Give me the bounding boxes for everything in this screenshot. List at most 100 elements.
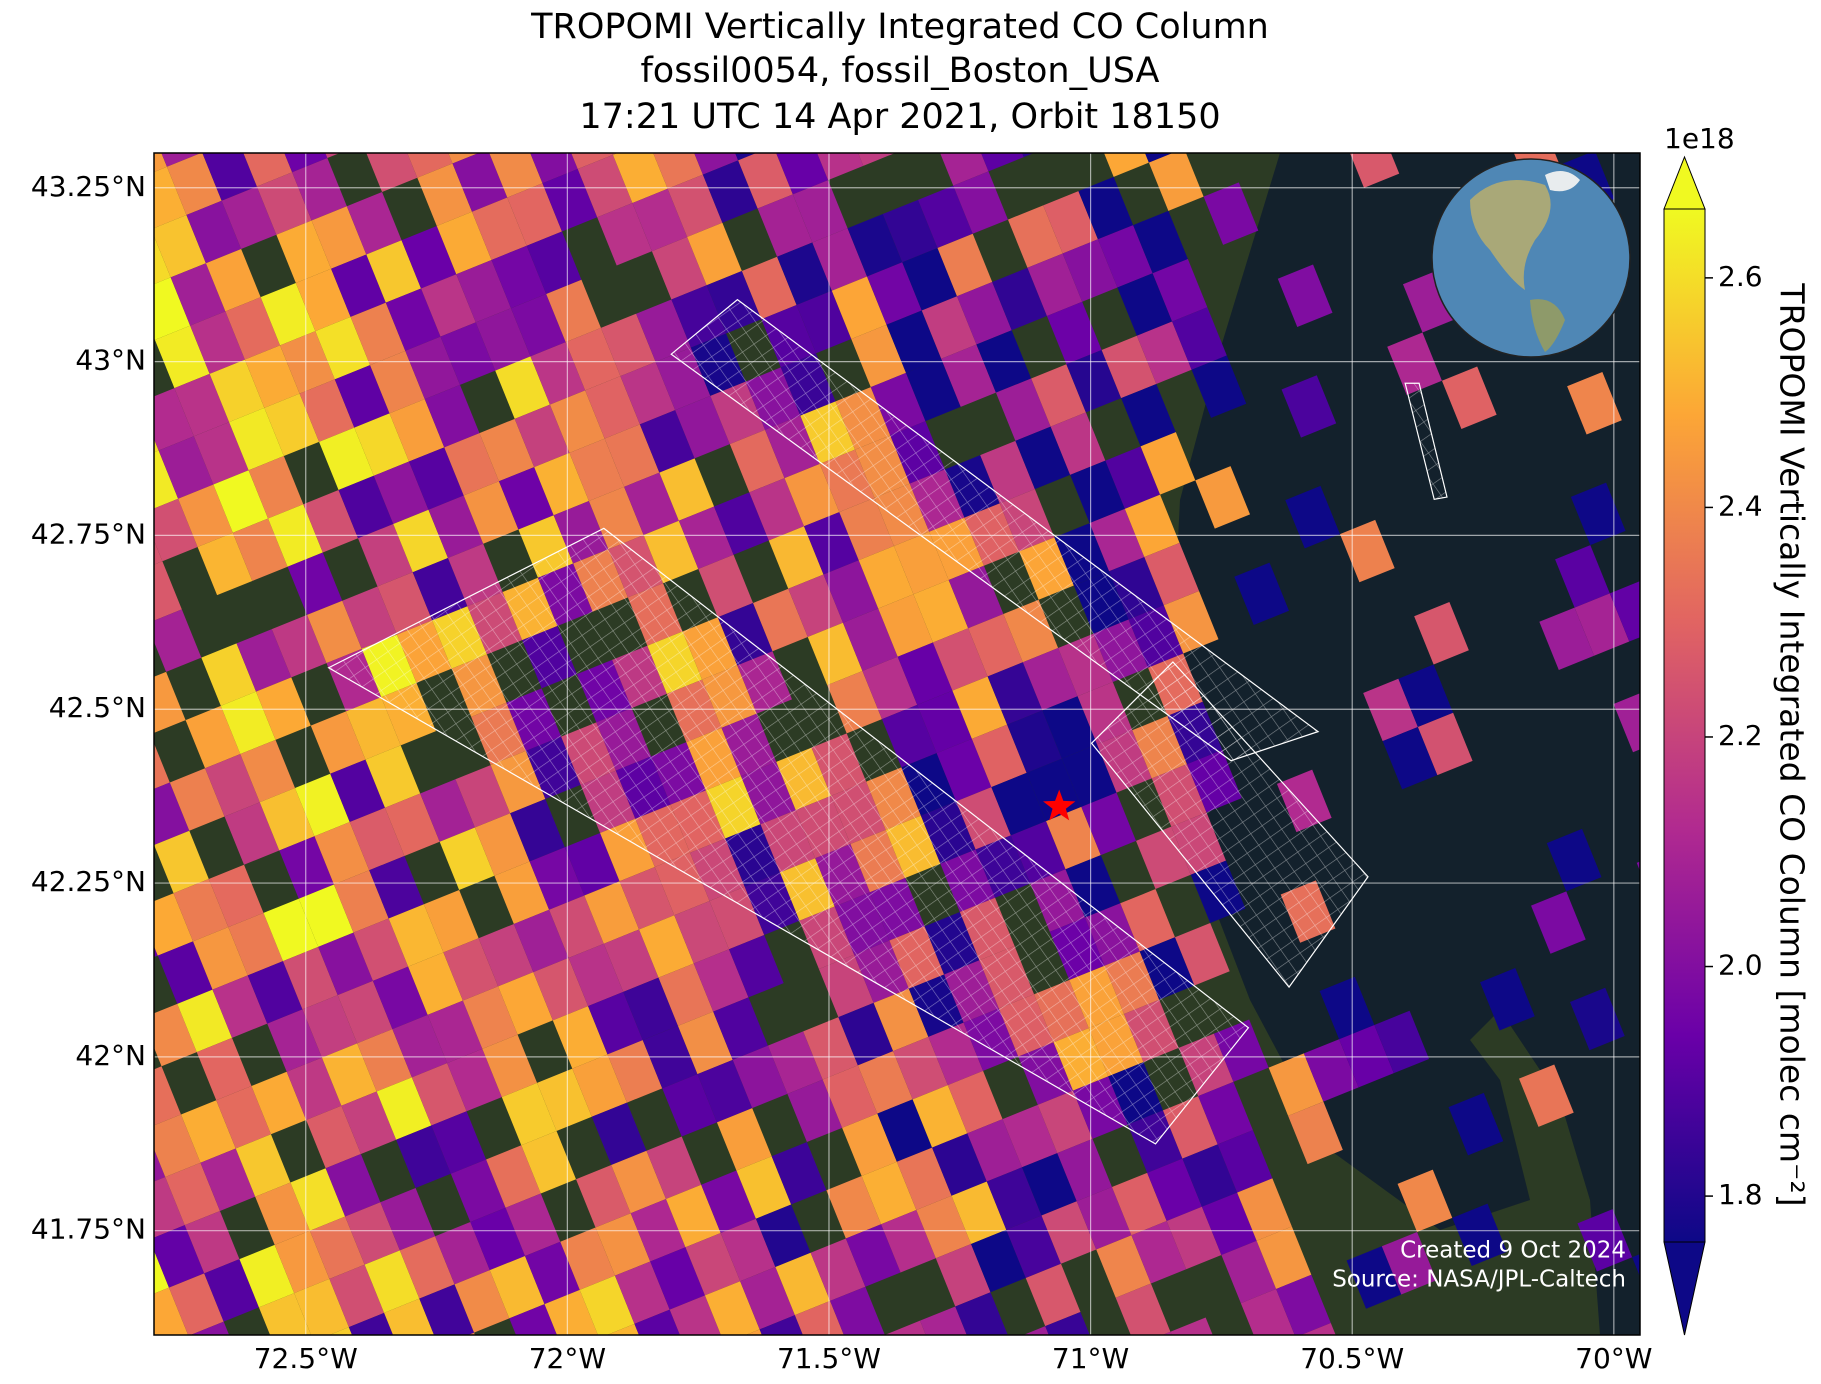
- pixel: [953, 171, 1008, 234]
- pixel: [75, 1143, 130, 1205]
- pixel: [427, 1000, 483, 1064]
- pixel: [154, 734, 170, 797]
- pixel: [796, 290, 852, 354]
- pixel: [218, 76, 273, 138]
- pixel: [1045, 1311, 1100, 1335]
- pixel: [917, 690, 972, 754]
- pixel: [423, 889, 479, 953]
- pixel: [986, 1167, 1042, 1230]
- pixel: [971, 724, 1027, 788]
- pixel: [1577, 1209, 1633, 1272]
- pixel: [452, 153, 508, 212]
- pixel: [366, 240, 422, 303]
- pixel: [186, 200, 242, 264]
- pixel: [542, 169, 598, 232]
- pixel: [419, 1284, 475, 1335]
- pixel: [380, 1187, 436, 1251]
- pixel: [831, 276, 887, 339]
- pixel: [808, 153, 864, 181]
- pixel: [228, 912, 283, 976]
- pixel: [741, 256, 797, 320]
- pixel: [702, 160, 758, 223]
- pixel: [392, 1014, 448, 1078]
- pixel: [397, 153, 453, 178]
- pixel: [184, 1210, 240, 1274]
- pixel: [936, 738, 992, 802]
- pixel: [1042, 696, 1098, 759]
- x-tick-label: 71°W: [1052, 1342, 1129, 1375]
- pixel: [154, 830, 209, 894]
- pixel: [937, 233, 993, 297]
- pixel: [826, 1176, 882, 1239]
- pixel: [544, 1289, 600, 1335]
- colorbar-frame: [1663, 208, 1706, 1243]
- pixel: [411, 1063, 467, 1126]
- pixel: [932, 628, 988, 691]
- pixel: [916, 1195, 972, 1259]
- pixel: [857, 1051, 913, 1114]
- pixel: [932, 1133, 987, 1196]
- pixel: [823, 560, 879, 623]
- pixel: [651, 237, 707, 300]
- pixel: [941, 344, 996, 407]
- pixel: [514, 404, 570, 468]
- pixel: [1172, 307, 1227, 370]
- pixel: [385, 288, 441, 351]
- pixel: [525, 1241, 580, 1305]
- pixel: [1041, 1201, 1097, 1264]
- pixel: [256, 677, 311, 740]
- pixel: [200, 1148, 256, 1211]
- pixel: [720, 1218, 776, 1282]
- pixel: [1574, 593, 1630, 656]
- pixel: [1452, 1203, 1507, 1267]
- credit: Created 9 Oct 2024: [1400, 1238, 1626, 1264]
- pixel: [468, 87, 523, 149]
- pixel: [588, 991, 643, 1055]
- pixel: [158, 436, 214, 499]
- pixel: [858, 546, 914, 609]
- pixel: [92, 575, 147, 637]
- pixel: [369, 855, 424, 919]
- pixel: [704, 1281, 760, 1335]
- pixel: [1191, 355, 1247, 418]
- pixel: [1237, 1178, 1292, 1241]
- pixel: [338, 475, 394, 539]
- pixel: [771, 1142, 827, 1205]
- y-tick-label: 41.75°N: [31, 1213, 146, 1246]
- pixel: [185, 705, 241, 769]
- pixel: [1081, 792, 1137, 856]
- pixel: [118, 1350, 173, 1384]
- pixel: [1319, 976, 1375, 1040]
- pixel: [956, 282, 1012, 345]
- pixel: [768, 526, 824, 589]
- footprint-mesh: [327, 527, 1250, 1145]
- pixel: [980, 440, 1035, 504]
- pixel: [569, 438, 625, 502]
- pixel: [495, 356, 550, 419]
- pixel: [1569, 987, 1625, 1051]
- pixel: [267, 1009, 322, 1072]
- pixel: [1276, 1274, 1331, 1335]
- pixel: [168, 1273, 224, 1335]
- pixel: [659, 458, 715, 521]
- pixel: [552, 1006, 608, 1069]
- pixel: [905, 358, 961, 422]
- pixel: [154, 782, 190, 845]
- pixel: [777, 242, 832, 305]
- pixel: [897, 642, 953, 705]
- colorbar-gradient: [1664, 209, 1705, 1242]
- pixel: [507, 183, 562, 246]
- pixel: [533, 957, 589, 1021]
- pixel: [154, 1066, 182, 1129]
- grid-layer: [154, 153, 1640, 1335]
- pixel: [272, 153, 328, 173]
- pixel: [509, 1304, 564, 1335]
- pixel: [190, 311, 245, 374]
- pixel: [309, 1216, 365, 1279]
- title-line: 17:21 UTC 14 Apr 2021, Orbit 18150: [579, 97, 1220, 137]
- pixel: [80, 749, 135, 811]
- pixel: [603, 929, 659, 992]
- colorbar-exponent: 1e18: [1664, 122, 1735, 155]
- pixel: [154, 671, 186, 735]
- pixel: [330, 759, 385, 823]
